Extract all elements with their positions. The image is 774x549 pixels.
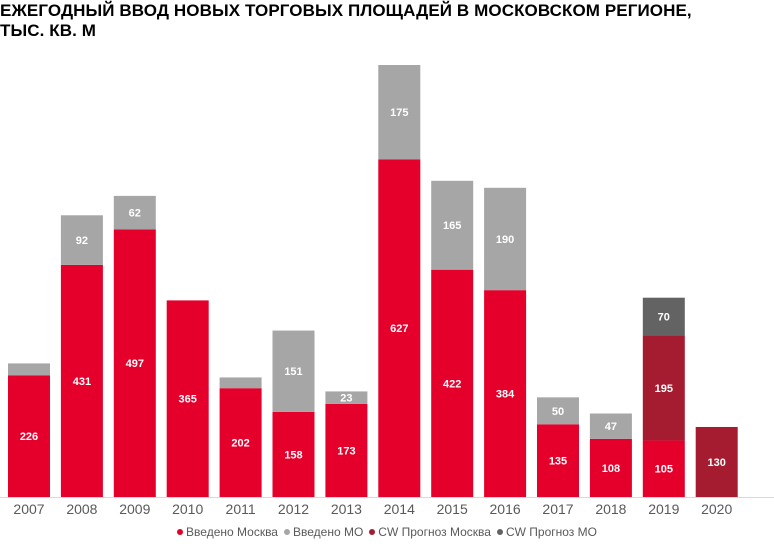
bar-segment-2016-series-1 bbox=[484, 290, 527, 497]
data-label-2017-series-2: 50 bbox=[552, 406, 564, 418]
chart-legend: Введено Москва Введено МО CW Прогноз Москв… bbox=[0, 525, 774, 539]
data-label-2008-series-1: 431 bbox=[73, 376, 91, 388]
bar-segment-2013-series-1 bbox=[325, 403, 368, 497]
data-label-2019-series-1: 105 bbox=[655, 464, 673, 476]
legend-item-3: CW Прогноз Москва bbox=[369, 525, 491, 539]
bar-segment-2019-series-3 bbox=[642, 335, 685, 441]
legend-label: Введено МО bbox=[292, 525, 364, 539]
bar-segment-2018-series-2 bbox=[589, 413, 632, 439]
bar-segment-2019-series-1 bbox=[642, 440, 685, 497]
x-tick-label-2016: 2016 bbox=[490, 501, 521, 517]
data-label-2019-series-4: 70 bbox=[658, 312, 670, 324]
chart-title: ЕЖЕГОДНЫЙ ВВОД НОВЫХ ТОРГОВЫХ ПЛОЩАДЕЙ В… bbox=[0, 1, 772, 41]
x-tick-label-2015: 2015 bbox=[437, 501, 468, 517]
x-tick-label-2017: 2017 bbox=[542, 501, 573, 517]
x-tick-label-2011: 2011 bbox=[226, 501, 256, 517]
data-label-2012-series-1: 158 bbox=[284, 449, 302, 461]
bar-segment-2017-series-2 bbox=[537, 397, 579, 425]
data-label-2019-series-3: 195 bbox=[655, 383, 673, 395]
bar-segment-2013-series-2 bbox=[325, 391, 368, 404]
x-tick-label-2019: 2019 bbox=[648, 501, 679, 517]
data-label-2016-series-2: 190 bbox=[496, 234, 514, 246]
data-label-2018-series-2: 47 bbox=[605, 421, 617, 433]
legend-label: CW Прогноз МО bbox=[505, 525, 597, 539]
bar-segment-2017-series-1 bbox=[537, 424, 579, 497]
data-label-2015-series-2: 165 bbox=[443, 220, 461, 232]
bar-segment-2014-series-2 bbox=[378, 65, 421, 160]
chart-title-line-2: ТЫС. КВ. М bbox=[0, 21, 97, 40]
x-tick-label-2020: 2020 bbox=[701, 501, 732, 517]
x-tick-label-2018: 2018 bbox=[595, 501, 626, 517]
data-label-2017-series-1: 135 bbox=[549, 456, 567, 468]
bar-segment-2008-series-1 bbox=[60, 264, 103, 497]
data-label-2011-series-1: 202 bbox=[231, 438, 249, 450]
data-label-2007-series-1: 226 bbox=[20, 431, 38, 443]
data-label-2014-series-1: 627 bbox=[390, 323, 408, 335]
x-tick-label-2007: 2007 bbox=[13, 501, 44, 517]
bar-segment-2012-series-2 bbox=[272, 330, 315, 412]
bar-segment-2008-series-2 bbox=[60, 215, 103, 265]
data-label-2012-series-2: 151 bbox=[284, 366, 302, 378]
bar-segment-2007-series-1 bbox=[8, 375, 50, 497]
x-tick-label-2014: 2014 bbox=[384, 501, 415, 517]
bar-segment-2016-series-2 bbox=[484, 187, 527, 291]
bar-segment-2015-series-1 bbox=[431, 269, 474, 497]
x-tick-label-2013: 2013 bbox=[331, 501, 362, 517]
bar-segment-2014-series-1 bbox=[378, 159, 421, 497]
data-label-2009-series-2: 62 bbox=[129, 208, 141, 220]
bar-segment-2009-series-1 bbox=[113, 229, 156, 497]
chart-title-line-1: ЕЖЕГОДНЫЙ ВВОД НОВЫХ ТОРГОВЫХ ПЛОЩАДЕЙ В… bbox=[0, 1, 692, 20]
data-label-2010-series-1: 365 bbox=[179, 394, 197, 406]
data-label-2009-series-1: 497 bbox=[126, 358, 144, 370]
x-tick-label-2012: 2012 bbox=[278, 501, 309, 517]
x-tick-label-2010: 2010 bbox=[172, 501, 203, 517]
bar-segment-2012-series-1 bbox=[272, 411, 315, 497]
data-label-2020-series-3: 130 bbox=[708, 457, 726, 469]
data-label-2016-series-1: 384 bbox=[496, 389, 515, 401]
bar-segment-2011-series-2 bbox=[219, 377, 262, 389]
bar-segment-2015-series-2 bbox=[431, 180, 474, 270]
data-label-2015-series-1: 422 bbox=[443, 378, 461, 390]
data-label-2008-series-2: 92 bbox=[76, 235, 88, 247]
data-label-2018-series-1: 108 bbox=[602, 463, 620, 475]
bar-segment-2010-series-1 bbox=[166, 300, 209, 497]
legend-marker-icon bbox=[177, 528, 184, 535]
legend-marker-icon bbox=[369, 528, 376, 535]
bar-segment-2011-series-1 bbox=[219, 388, 262, 497]
legend-label: CW Прогноз Москва bbox=[378, 525, 491, 539]
legend-marker-icon bbox=[496, 528, 503, 535]
legend-item-1: Введено Москва bbox=[177, 525, 278, 539]
bar-segment-2009-series-2 bbox=[113, 195, 156, 230]
legend-item-2: Введено МО bbox=[283, 525, 364, 539]
data-label-2014-series-2: 175 bbox=[390, 107, 408, 119]
legend-item-4: CW Прогноз МО bbox=[496, 525, 597, 539]
legend-marker-icon bbox=[283, 528, 290, 535]
x-tick-label-2009: 2009 bbox=[119, 501, 150, 517]
bar-segment-2018-series-1 bbox=[589, 438, 632, 497]
bar-segment-2019-series-4 bbox=[642, 297, 685, 336]
bar-segment-2020-series-3 bbox=[695, 426, 738, 497]
x-tick-label-2008: 2008 bbox=[66, 501, 97, 517]
data-label-2013-series-1: 173 bbox=[337, 445, 355, 457]
bar-segment-2007-series-2 bbox=[8, 363, 50, 376]
legend-label: Введено Москва bbox=[186, 525, 278, 539]
data-label-2013-series-2: 23 bbox=[340, 393, 352, 405]
